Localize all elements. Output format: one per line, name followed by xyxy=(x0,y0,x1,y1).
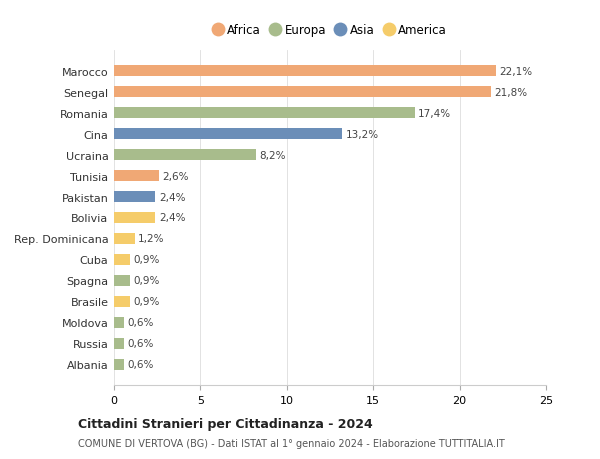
Text: 0,9%: 0,9% xyxy=(133,297,160,307)
Text: Cittadini Stranieri per Cittadinanza - 2024: Cittadini Stranieri per Cittadinanza - 2… xyxy=(78,417,373,430)
Bar xyxy=(114,275,130,286)
Text: 22,1%: 22,1% xyxy=(499,67,532,77)
Bar xyxy=(114,150,256,161)
Text: COMUNE DI VERTOVA (BG) - Dati ISTAT al 1° gennaio 2024 - Elaborazione TUTTITALIA: COMUNE DI VERTOVA (BG) - Dati ISTAT al 1… xyxy=(78,438,505,448)
Text: 0,6%: 0,6% xyxy=(128,318,154,328)
Text: 2,6%: 2,6% xyxy=(163,171,189,181)
Legend: Africa, Europa, Asia, America: Africa, Europa, Asia, America xyxy=(208,20,452,42)
Bar xyxy=(114,233,135,245)
Bar xyxy=(114,317,124,329)
Bar xyxy=(114,338,124,349)
Bar xyxy=(114,107,415,119)
Text: 0,6%: 0,6% xyxy=(128,359,154,369)
Bar xyxy=(114,254,130,266)
Text: 0,9%: 0,9% xyxy=(133,276,160,286)
Text: 2,4%: 2,4% xyxy=(159,192,185,202)
Bar xyxy=(114,66,496,77)
Text: 21,8%: 21,8% xyxy=(494,87,527,97)
Text: 0,9%: 0,9% xyxy=(133,255,160,265)
Bar xyxy=(114,296,130,308)
Bar xyxy=(114,87,491,98)
Text: 17,4%: 17,4% xyxy=(418,108,451,118)
Text: 0,6%: 0,6% xyxy=(128,339,154,349)
Bar xyxy=(114,170,159,182)
Bar xyxy=(114,129,342,140)
Text: 8,2%: 8,2% xyxy=(259,150,286,160)
Text: 1,2%: 1,2% xyxy=(138,234,164,244)
Bar xyxy=(114,212,155,224)
Bar xyxy=(114,359,124,370)
Text: 13,2%: 13,2% xyxy=(346,129,379,139)
Bar xyxy=(114,191,155,203)
Text: 2,4%: 2,4% xyxy=(159,213,185,223)
